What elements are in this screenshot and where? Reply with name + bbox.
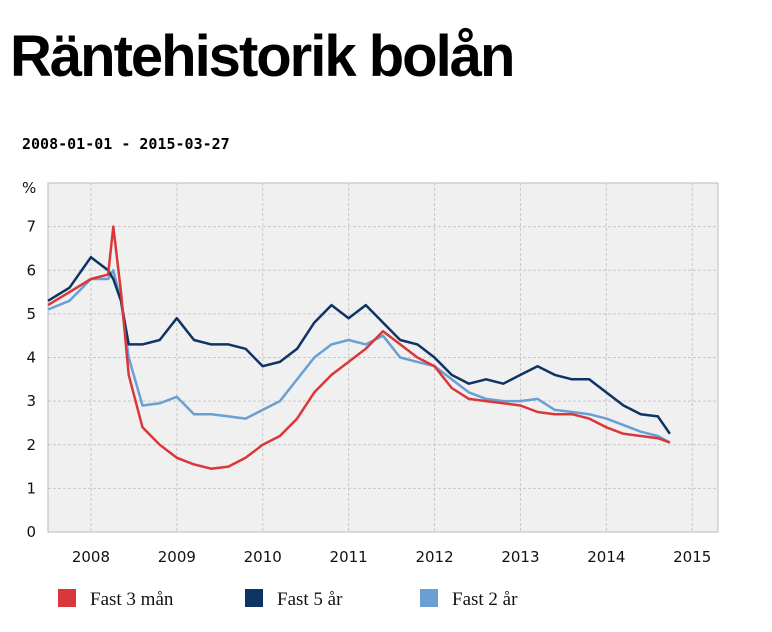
x-tick-label: 2008 (72, 548, 110, 566)
chart-subtitle: 2008-01-01 - 2015-03-27 (22, 135, 230, 153)
legend-swatch (245, 589, 263, 607)
legend-label: Fast 2 år (452, 589, 518, 610)
line-series (47, 225, 671, 470)
chart-title: Räntehistorik bolån (10, 24, 513, 89)
y-tick-label: 7 (26, 218, 36, 236)
y-tick-label: 5 (26, 305, 36, 323)
legend-label: Fast 5 år (277, 589, 343, 610)
line-series (47, 269, 671, 444)
line-series (47, 255, 671, 435)
legend-swatch (58, 589, 76, 607)
x-tick-label: 2014 (587, 548, 625, 566)
legend-swatch (420, 589, 438, 607)
y-axis-label: % (22, 179, 36, 197)
x-tick-label: 2009 (158, 548, 196, 566)
y-tick-label: 4 (26, 349, 36, 367)
y-tick-label: 6 (26, 261, 36, 279)
x-tick-label: 2012 (415, 548, 453, 566)
x-tick-label: 2015 (673, 548, 711, 566)
x-tick-label: 2010 (244, 548, 282, 566)
plot-border (47, 182, 719, 533)
legend-label: Fast 3 mån (90, 589, 174, 610)
y-tick-label: 2 (26, 436, 36, 454)
x-tick-label: 2011 (330, 548, 368, 566)
y-tick-label: 3 (26, 392, 36, 410)
y-tick-label: 1 (26, 479, 36, 497)
x-tick-label: 2013 (501, 548, 539, 566)
y-tick-label: 0 (26, 523, 36, 541)
